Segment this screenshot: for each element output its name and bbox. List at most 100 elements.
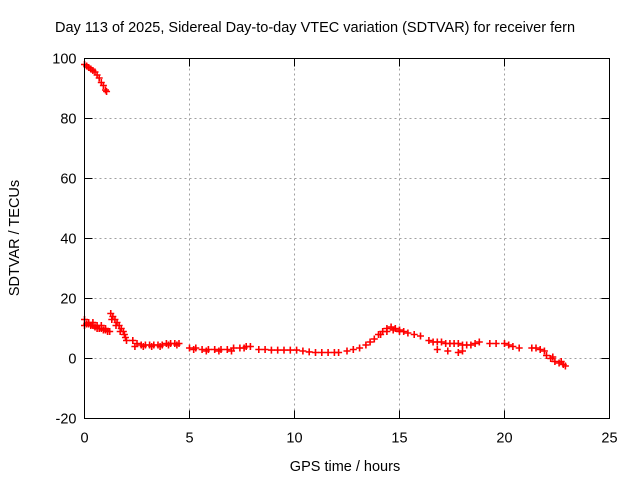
data-point <box>255 346 263 353</box>
data-point <box>120 331 128 338</box>
data-point <box>467 341 475 349</box>
data-point <box>459 347 466 355</box>
data-point <box>492 340 500 347</box>
plot-frame <box>84 58 610 419</box>
data-point <box>475 338 483 346</box>
data-point <box>312 349 319 356</box>
data-point <box>246 343 254 350</box>
data-point <box>99 82 107 89</box>
data-point <box>410 331 418 338</box>
data-point <box>267 346 275 354</box>
data-point <box>557 358 565 365</box>
x-tick-label: 10 <box>286 431 302 447</box>
data-point <box>377 331 385 338</box>
data-point <box>299 347 307 355</box>
data-point <box>335 349 343 356</box>
data-point <box>173 341 181 349</box>
y-tick-label: 100 <box>52 52 76 68</box>
x-axis-label: GPS time / hours <box>290 459 400 475</box>
data-point <box>123 337 130 344</box>
data-point <box>102 325 109 332</box>
x-tick-label: 5 <box>185 431 193 447</box>
y-tick-label: 40 <box>60 232 76 248</box>
data-point <box>103 88 111 95</box>
data-point <box>89 319 97 326</box>
y-tick-label: 60 <box>60 172 76 188</box>
data-point <box>95 74 103 82</box>
data-point <box>293 346 301 354</box>
data-point <box>396 328 403 335</box>
data-points <box>81 61 569 370</box>
data-point <box>501 340 508 347</box>
data-point <box>211 346 219 353</box>
data-point <box>486 340 494 347</box>
data-point <box>280 346 288 354</box>
data-point <box>198 346 206 353</box>
data-point <box>240 344 248 352</box>
data-point <box>551 358 559 365</box>
data-point <box>417 332 424 340</box>
y-tick-label: 0 <box>68 352 76 368</box>
data-point <box>444 347 452 355</box>
data-point <box>318 349 326 356</box>
grid-lines <box>84 58 610 419</box>
chart-title: Day 113 of 2025, Sidereal Day-to-day VTE… <box>55 20 575 36</box>
data-point <box>286 346 294 354</box>
data-point <box>261 346 269 353</box>
data-point <box>515 344 523 352</box>
data-point <box>131 343 139 350</box>
data-point <box>343 347 351 355</box>
y-tick-label: -20 <box>56 412 77 428</box>
data-point <box>561 362 569 370</box>
data-point <box>454 349 462 356</box>
data-point <box>324 349 332 356</box>
x-tick-label: 20 <box>496 431 512 447</box>
y-tick-label: 20 <box>60 292 76 308</box>
data-point <box>505 341 513 349</box>
data-point <box>356 344 364 352</box>
data-point <box>383 328 391 335</box>
data-point <box>223 346 231 353</box>
data-point <box>370 335 378 343</box>
data-point <box>509 343 517 350</box>
data-point <box>215 347 223 355</box>
data-point <box>190 346 198 353</box>
data-point <box>202 347 210 355</box>
data-point <box>156 343 164 350</box>
data-point <box>366 338 374 346</box>
data-point <box>389 326 397 334</box>
data-point <box>532 344 540 352</box>
data-point <box>274 346 282 354</box>
data-point <box>148 343 156 350</box>
x-tick-label: 15 <box>391 431 407 447</box>
data-point <box>404 329 412 337</box>
data-point <box>106 328 114 335</box>
data-point <box>543 352 550 359</box>
data-point <box>549 353 557 361</box>
data-point <box>186 344 193 352</box>
x-tick-label: 0 <box>80 431 88 447</box>
data-point <box>97 322 105 329</box>
x-tick-label: 25 <box>601 431 617 447</box>
data-point <box>438 338 445 346</box>
data-point <box>108 316 116 323</box>
data-point <box>305 348 313 356</box>
data-point <box>228 347 235 355</box>
data-point <box>139 343 147 350</box>
data-point <box>471 340 479 347</box>
data-point <box>165 341 172 349</box>
data-point <box>129 337 137 344</box>
data-point <box>112 322 120 329</box>
data-point <box>349 346 357 353</box>
data-point <box>362 341 370 349</box>
data-point <box>425 337 433 344</box>
y-tick-label: 80 <box>60 112 76 128</box>
data-point <box>536 346 544 353</box>
data-point <box>433 346 441 353</box>
data-point <box>102 86 109 94</box>
data-point <box>540 347 548 355</box>
data-point <box>116 328 124 335</box>
